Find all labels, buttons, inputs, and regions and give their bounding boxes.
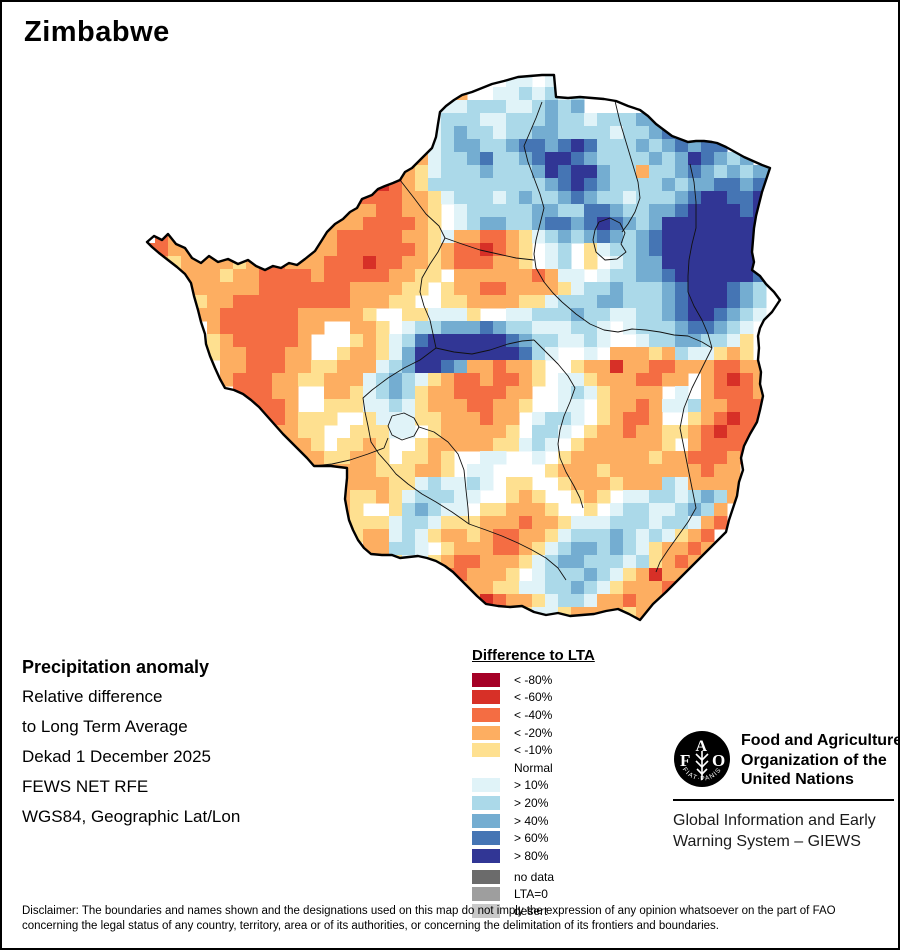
- legend: Difference to LTA < -80% < -60% < -40% < -2…: [472, 647, 682, 920]
- legend-row: desert: [472, 903, 682, 920]
- page-title: Zimbabwe: [24, 16, 170, 48]
- fao-logo-icon: F A O FIAT·PANIS: [674, 731, 730, 787]
- fao-logo-letter-a: A: [696, 738, 708, 755]
- legend-row: > 40%: [472, 812, 682, 830]
- legend-label: > 60%: [514, 831, 549, 846]
- map-info-line: FEWS NET RFE: [22, 777, 149, 796]
- disclaimer-line: Disclaimer: The boundaries and names sho…: [22, 905, 836, 917]
- legend-label: desert: [514, 904, 548, 919]
- legend-row: > 10%: [472, 777, 682, 795]
- legend-label: Normal: [514, 760, 553, 775]
- legend-row: LTA=0: [472, 886, 682, 903]
- fao-header: F A O FIAT·PANIS Food and Agriculture Org…: [673, 730, 900, 790]
- fao-branding: F A O FIAT·PANIS Food and Agriculture Org…: [673, 730, 900, 852]
- legend-label: > 40%: [514, 813, 549, 828]
- giews-line: Global Information and Early: [673, 811, 876, 829]
- fao-org-name-line: United Nations: [741, 771, 854, 788]
- map-info-block: Precipitation anomaly Relative difference…: [22, 652, 240, 832]
- legend-row: > 20%: [472, 794, 682, 812]
- legend-swatch: [472, 778, 500, 793]
- legend-label: < -80%: [514, 672, 553, 687]
- legend-swatch: [472, 813, 500, 828]
- legend-label: > 20%: [514, 795, 549, 810]
- legend-label: < -10%: [514, 743, 553, 758]
- giews-line: Warning System – GIEWS: [673, 832, 861, 850]
- legend-row: > 60%: [472, 829, 682, 847]
- legend-row: < -60%: [472, 689, 682, 707]
- fao-org-name-line: Food and Agriculture: [741, 732, 900, 749]
- legend-label: > 10%: [514, 778, 549, 793]
- legend-extra-items: no data LTA=0 desert: [472, 869, 682, 920]
- legend-row: < -20%: [472, 724, 682, 742]
- raster-cells: [147, 75, 780, 620]
- fao-logo-letter-f: F: [680, 751, 690, 770]
- giews-label: Global Information and Early Warning Syst…: [673, 810, 895, 852]
- map-info-line: Dekad 1 December 2025: [22, 747, 212, 766]
- legend-swatch: [472, 672, 500, 687]
- legend-items: < -80% < -60% < -40% < -20% < -10% Normal > 10…: [472, 671, 682, 865]
- map-info-line: Relative difference: [22, 687, 163, 706]
- legend-swatch: [472, 904, 500, 919]
- legend-swatch: [472, 725, 500, 740]
- legend-label: > 80%: [514, 848, 549, 863]
- legend-swatch: [472, 795, 500, 810]
- legend-swatch: [472, 743, 500, 758]
- province-boundaries: [313, 100, 713, 581]
- disclaimer-line: concerning the legal status of any count…: [22, 920, 719, 932]
- map-info-line: Precipitation anomaly: [22, 657, 210, 677]
- legend-swatch: [472, 690, 500, 705]
- fao-logo-letter-o: O: [712, 751, 725, 770]
- legend-label: < -40%: [514, 707, 553, 722]
- legend-label: no data: [514, 870, 555, 885]
- legend-row: > 80%: [472, 847, 682, 865]
- legend-row: < -10%: [472, 741, 682, 759]
- legend-label: < -60%: [514, 690, 553, 705]
- legend-row: no data: [472, 869, 682, 886]
- legend-label: < -20%: [514, 725, 553, 740]
- fao-wheat-icon: [695, 751, 709, 780]
- map-info-line: WGS84, Geographic Lat/Lon: [22, 807, 241, 826]
- map-info-line: to Long Term Average: [22, 717, 188, 736]
- fao-org-name: Food and Agriculture Organization of the U…: [741, 730, 900, 790]
- legend-swatch: [472, 848, 500, 863]
- zimbabwe-precipitation-raster-map: [145, 73, 782, 622]
- country-outline: [145, 73, 782, 622]
- fao-org-name-line: Organization of the: [741, 751, 887, 769]
- legend-label: LTA=0: [514, 887, 548, 902]
- legend-row: < -40%: [472, 706, 682, 724]
- legend-title: Difference to LTA: [472, 647, 595, 664]
- legend-swatch: [472, 831, 500, 846]
- fao-divider: [673, 798, 894, 801]
- legend-row: Normal: [472, 759, 682, 777]
- legend-row: < -80%: [472, 671, 682, 689]
- legend-swatch: [472, 887, 500, 902]
- disclaimer: Disclaimer: The boundaries and names sho…: [22, 904, 890, 934]
- legend-swatch: [472, 870, 500, 885]
- legend-swatch: [472, 707, 500, 722]
